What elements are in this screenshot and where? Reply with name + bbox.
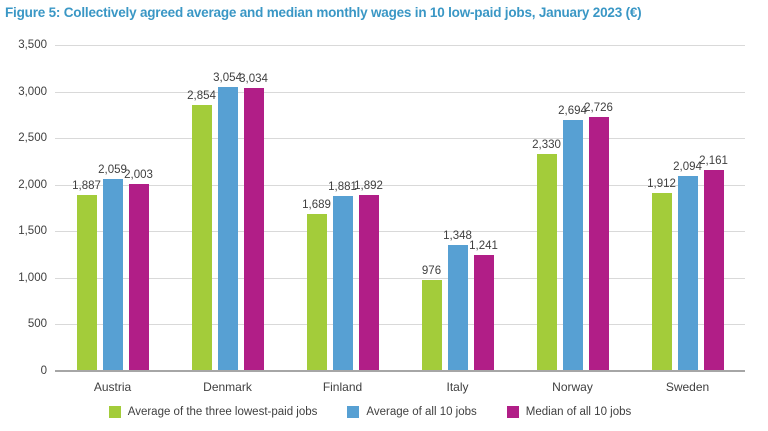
gridline — [55, 277, 745, 279]
gridline — [55, 231, 745, 233]
y-tick-label: 0 — [40, 365, 47, 377]
bar-value-label: 2,330 — [532, 139, 561, 151]
gridline — [55, 45, 745, 46]
bar-value-label: 976 — [421, 265, 442, 277]
y-tick-label: 1,000 — [18, 271, 47, 284]
bar-group-finland: 1,689 1,881 1,892 — [285, 45, 400, 371]
bar-value-label: 2,161 — [699, 155, 728, 167]
x-tick-label-finland: Finland — [322, 380, 363, 394]
y-tick-label: 3,500 — [18, 39, 47, 51]
bar-group-italy: 976 1,348 1,241 — [400, 45, 515, 371]
legend-swatch-icon — [347, 406, 360, 418]
bar-sweden-series-2 — [703, 170, 724, 371]
bar-austria-series-0 — [76, 195, 97, 371]
bar-value-label: 1,689 — [302, 199, 331, 211]
legend-label: Average of the three lowest-paid jobs — [127, 406, 318, 418]
bar-value-label: 2,003 — [124, 169, 153, 181]
figure-title: Figure 5: Collectively agreed average an… — [5, 5, 642, 20]
bar-italy-series-2 — [473, 255, 494, 371]
bar-italy-series-1 — [447, 245, 468, 371]
bar-austria-series-1 — [102, 179, 123, 371]
x-axis: Austria Denmark Finland Italy Norway Sweden — [55, 380, 745, 398]
legend: Average of the three lowest-paid jobs Ave… — [0, 406, 740, 418]
bar-group-sweden: 1,912 2,094 2,161 — [630, 45, 745, 371]
bar-value-label: 3,054 — [213, 72, 242, 84]
y-tick-label: 500 — [27, 318, 47, 331]
gridline — [55, 324, 745, 326]
x-tick-label-denmark: Denmark — [203, 380, 252, 394]
legend-item-1: Average of all 10 jobs — [347, 406, 477, 418]
bar-finland-series-2 — [358, 195, 379, 371]
bar-value-label: 1,881 — [328, 181, 357, 193]
gridline — [55, 184, 745, 186]
bar-norway-series-1 — [562, 120, 583, 371]
legend-label: Average of all 10 jobs — [366, 406, 477, 418]
bar-value-label: 1,348 — [443, 230, 472, 242]
bar-value-label: 2,694 — [558, 105, 587, 117]
bar-sweden-series-0 — [651, 193, 672, 371]
y-tick-label: 3,000 — [18, 85, 47, 98]
bar-sweden-series-1 — [677, 176, 698, 371]
y-axis: 0 500 1,000 1,500 2,000 2,500 3,000 3,500 — [0, 39, 47, 377]
bar-finland-series-1 — [332, 196, 353, 371]
gridline — [55, 138, 745, 140]
bar-norway-series-0 — [536, 154, 557, 371]
plot-area: 1,887 2,059 2,003 2,854 3,054 3,034 1,689 1,881… — [55, 45, 745, 372]
y-tick-label: 2,500 — [18, 132, 47, 145]
bar-denmark-series-2 — [243, 88, 264, 371]
legend-item-2: Median of all 10 jobs — [506, 406, 632, 418]
bar-value-label: 1,892 — [354, 180, 383, 192]
bar-value-label: 3,034 — [239, 73, 268, 85]
y-tick-label: 2,000 — [18, 178, 47, 191]
bar-value-label: 2,726 — [584, 102, 613, 114]
bar-value-label: 1,912 — [647, 178, 676, 190]
y-tick-label: 1,500 — [18, 225, 47, 238]
bar-norway-series-2 — [588, 117, 609, 371]
x-axis-line — [55, 370, 745, 372]
gridline — [55, 91, 745, 93]
legend-swatch-icon — [108, 406, 121, 418]
bar-denmark-series-0 — [191, 105, 212, 371]
bar-value-label: 1,887 — [72, 180, 101, 192]
bar-value-label: 1,241 — [469, 240, 498, 252]
bar-italy-series-0 — [421, 280, 442, 371]
x-tick-label-italy: Italy — [446, 380, 469, 394]
bar-group-austria: 1,887 2,059 2,003 — [55, 45, 170, 371]
legend-swatch-icon — [506, 406, 519, 418]
x-tick-label-norway: Norway — [552, 380, 593, 394]
bar-group-denmark: 2,854 3,054 3,034 — [170, 45, 285, 371]
bar-value-label: 2,059 — [98, 164, 127, 176]
legend-label: Median of all 10 jobs — [525, 406, 632, 418]
bar-finland-series-0 — [306, 214, 327, 371]
bar-group-norway: 2,330 2,694 2,726 — [515, 45, 630, 371]
legend-item-0: Average of the three lowest-paid jobs — [108, 406, 318, 418]
bar-value-label: 2,094 — [673, 161, 702, 173]
x-tick-label-sweden: Sweden — [665, 380, 710, 394]
bar-value-label: 2,854 — [187, 90, 216, 102]
x-tick-label-austria: Austria — [93, 380, 132, 394]
bar-austria-series-2 — [128, 184, 149, 371]
bar-denmark-series-1 — [217, 87, 238, 371]
